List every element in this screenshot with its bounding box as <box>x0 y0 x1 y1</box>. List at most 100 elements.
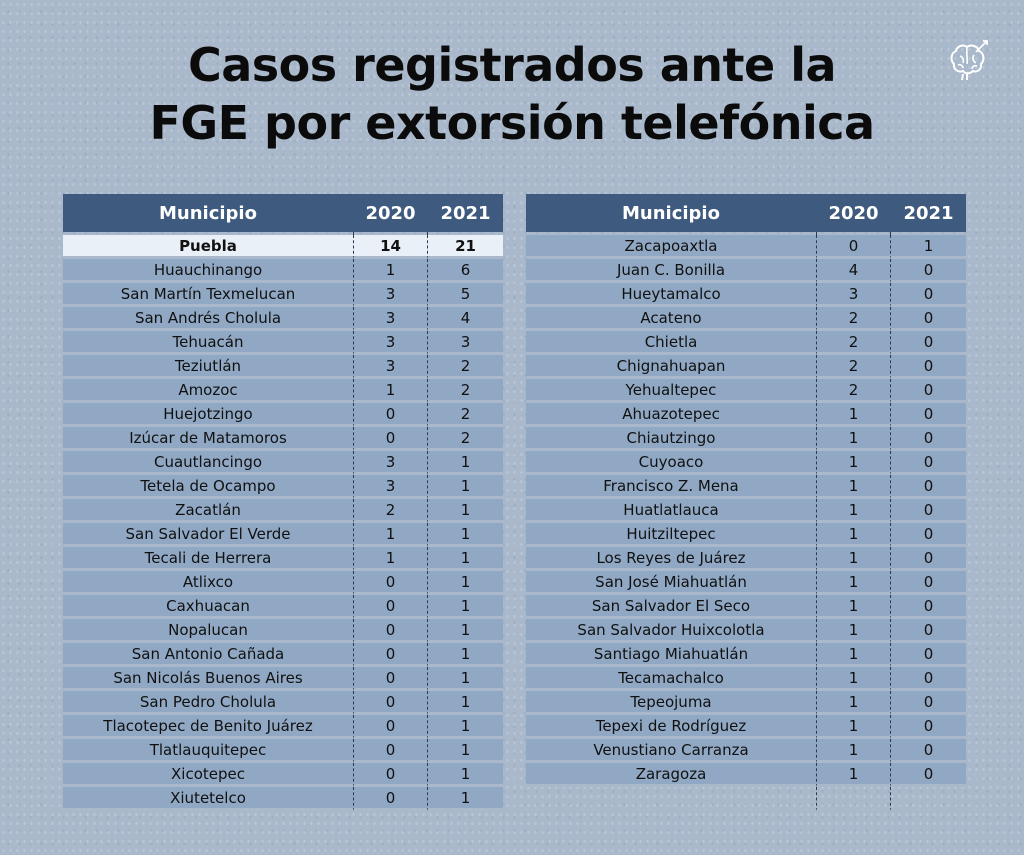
table-row: Francisco Z. Mena 1 0 <box>526 475 966 499</box>
cell-2021: 1 <box>428 523 503 547</box>
cell-2020: 0 <box>353 643 428 667</box>
table-row: Tlacotepec de Benito Juárez 0 1 <box>63 715 503 739</box>
cell-municipio: San José Miahuatlán <box>526 571 816 595</box>
cell-2020: 1 <box>816 499 891 523</box>
cell-2021: 0 <box>891 475 966 499</box>
cell-2020: 0 <box>353 739 428 763</box>
table-row: Cuyoaco 1 0 <box>526 451 966 475</box>
table-row: San Salvador El Verde 1 1 <box>63 523 503 547</box>
cell-2020: 0 <box>353 667 428 691</box>
table-row: Acateno 2 0 <box>526 307 966 331</box>
cell-2021: 1 <box>428 595 503 619</box>
cell-municipio: Nopalucan <box>63 619 353 643</box>
cell-2020: 1 <box>816 667 891 691</box>
table-row: Atlixco 0 1 <box>63 571 503 595</box>
cell-municipio: Tepeojuma <box>526 691 816 715</box>
table-row: San José Miahuatlán 1 0 <box>526 571 966 595</box>
cell-municipio: Chietla <box>526 331 816 355</box>
cell-2021: 1 <box>428 787 503 811</box>
table-row: Amozoc 1 2 <box>63 379 503 403</box>
cell-2021: 1 <box>428 499 503 523</box>
table-row: Cuautlancingo 3 1 <box>63 451 503 475</box>
cell-municipio: Los Reyes de Juárez <box>526 547 816 571</box>
cell-2020: 2 <box>816 355 891 379</box>
table-row: Juan C. Bonilla 4 0 <box>526 259 966 283</box>
cell-municipio: Zacatlán <box>63 499 353 523</box>
cell-2021: 0 <box>891 451 966 475</box>
cell-municipio: Xicotepec <box>63 763 353 787</box>
cell-2020: 3 <box>353 451 428 475</box>
cell-2020: 1 <box>816 523 891 547</box>
header-2020: 2020 <box>353 194 428 232</box>
table-row: Tetela de Ocampo 3 1 <box>63 475 503 499</box>
header-2020: 2020 <box>816 194 891 232</box>
cell-2020: 1 <box>816 715 891 739</box>
cell-2020: 1 <box>816 595 891 619</box>
cell-2021: 0 <box>891 691 966 715</box>
cell-municipio: Huitziltepec <box>526 523 816 547</box>
cell-municipio: Atlixco <box>63 571 353 595</box>
table-row: Huitziltepec 1 0 <box>526 523 966 547</box>
cell-2021: 1 <box>428 715 503 739</box>
title-line-2: FGE por extorsión telefónica <box>149 96 875 150</box>
cell-2021: 1 <box>428 763 503 787</box>
table-row: San Pedro Cholula 0 1 <box>63 691 503 715</box>
cell-2021: 0 <box>891 283 966 307</box>
empty-row <box>526 787 966 811</box>
cell-2020: 0 <box>353 787 428 811</box>
cell-municipio: Francisco Z. Mena <box>526 475 816 499</box>
cell-municipio: Caxhuacan <box>63 595 353 619</box>
cell-municipio: San Antonio Cañada <box>63 643 353 667</box>
cell-2020: 0 <box>353 691 428 715</box>
table-row: Zaragoza 1 0 <box>526 763 966 787</box>
table-row: Huatlatlauca 1 0 <box>526 499 966 523</box>
cell-2021: 2 <box>428 355 503 379</box>
cell-municipio: Ahuazotepec <box>526 403 816 427</box>
table-row: San Andrés Cholula 3 4 <box>63 307 503 331</box>
cell-2020: 1 <box>816 691 891 715</box>
page-title: Casos registrados ante la FGE por extors… <box>0 36 1024 152</box>
table-row: Tehuacán 3 3 <box>63 331 503 355</box>
table-row: Tlatlauquitepec 0 1 <box>63 739 503 763</box>
table-row: Nopalucan 0 1 <box>63 619 503 643</box>
brain-icon <box>950 40 988 81</box>
table-row: San Salvador Huixcolotla 1 0 <box>526 619 966 643</box>
cell-municipio: Chignahuapan <box>526 355 816 379</box>
cell-2021: 2 <box>428 379 503 403</box>
cell-2021: 4 <box>428 307 503 331</box>
cell-2021: 1 <box>428 643 503 667</box>
cell-2021: 0 <box>891 427 966 451</box>
cell-2021: 1 <box>428 547 503 571</box>
cell-2020: 1 <box>816 619 891 643</box>
cell-2020: 0 <box>353 619 428 643</box>
table-row: Caxhuacan 0 1 <box>63 595 503 619</box>
table-row: San Salvador El Seco 1 0 <box>526 595 966 619</box>
table-row: Yehualtepec 2 0 <box>526 379 966 403</box>
cell-2021: 2 <box>428 403 503 427</box>
cell-2020: 1 <box>816 427 891 451</box>
cell-municipio: Hueytamalco <box>526 283 816 307</box>
table-row: Santiago Miahuatlán 1 0 <box>526 643 966 667</box>
cell-2021: 0 <box>891 619 966 643</box>
cases-table-left: Municipio 2020 2021 Puebla 14 21 Huauchinan… <box>63 194 503 811</box>
cell-2020: 14 <box>353 235 428 259</box>
cell-2020: 1 <box>816 451 891 475</box>
cell-2020: 2 <box>816 331 891 355</box>
cell-2020: 1 <box>353 523 428 547</box>
cell-municipio: Tepexi de Rodríguez <box>526 715 816 739</box>
cell-2020: 2 <box>816 379 891 403</box>
table-row: Hueytamalco 3 0 <box>526 283 966 307</box>
cell-municipio: Tehuacán <box>63 331 353 355</box>
cell-municipio: Amozoc <box>63 379 353 403</box>
cell-municipio: Yehualtepec <box>526 379 816 403</box>
cell-2021: 0 <box>891 547 966 571</box>
cell-municipio: Teziutlán <box>63 355 353 379</box>
cell-2021: 5 <box>428 283 503 307</box>
cell-2021: 3 <box>428 331 503 355</box>
cell-municipio: San Martín Texmelucan <box>63 283 353 307</box>
table-row: Tecamachalco 1 0 <box>526 667 966 691</box>
cell-2020: 1 <box>816 763 891 787</box>
cell-2020: 1 <box>353 259 428 283</box>
cell-2021: 0 <box>891 499 966 523</box>
cell-2020: 1 <box>816 547 891 571</box>
